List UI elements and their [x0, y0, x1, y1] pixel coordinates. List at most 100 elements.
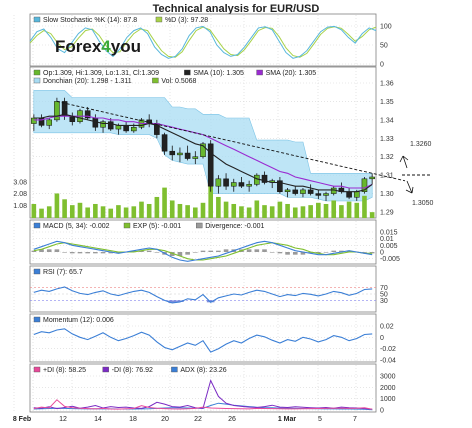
volume-tick: 1.08 [13, 203, 27, 210]
candle-body [31, 117, 37, 124]
macd-tick: 0.005 [380, 243, 398, 250]
volume-bar [116, 205, 121, 218]
sma10-line [33, 113, 373, 193]
volume-bar [39, 208, 44, 218]
candle-body [277, 180, 283, 192]
volume-bar [46, 206, 52, 218]
macd-tick: -0.005 [380, 256, 400, 263]
adx-panel [29, 363, 377, 413]
volume-bar [100, 206, 106, 218]
volume-bar [362, 195, 367, 218]
candle-body [192, 156, 199, 159]
legend-entry: +DI (8): 58.25 [43, 367, 86, 374]
volume-bar [223, 201, 229, 218]
divergence-bar [62, 252, 67, 253]
date-label: 12 [59, 416, 67, 423]
date-label: 8 Feb [13, 416, 31, 423]
divergence-bar [54, 249, 60, 252]
divergence-bar [223, 249, 229, 252]
divergence-bar [169, 252, 175, 256]
legend-swatch [171, 366, 178, 373]
legend-swatch [123, 222, 131, 229]
legend-entry: Op:1.309, Hi:1.309, Lo:1.31, Cl:1.309 [43, 70, 159, 77]
date-label: 1 Mar [278, 416, 297, 423]
divergence-bar [46, 249, 52, 252]
volume-bar [85, 207, 90, 218]
divergence-bar [100, 252, 106, 254]
price-tick: 1.29 [380, 210, 394, 217]
legend-swatch [184, 69, 191, 76]
stoch-k-line [29, 25, 377, 59]
date-label: 20 [161, 416, 169, 423]
divergence-bar [39, 249, 44, 252]
chart-title: Technical analysis for EUR/USD [152, 3, 320, 15]
date-label: 5 [318, 416, 322, 423]
volume-tick: 2.08 [13, 191, 27, 198]
candle-body [323, 193, 329, 196]
adx-tick: 2000 [380, 385, 396, 392]
candle-body [230, 182, 237, 187]
volume-bar [146, 203, 152, 218]
rsi-line [33, 286, 373, 304]
volume-bar [169, 200, 175, 218]
divergence-bar [216, 250, 221, 252]
candle-body [177, 152, 183, 156]
candle-body [215, 178, 222, 187]
volume-bar [216, 196, 221, 218]
candle-body [184, 152, 191, 159]
rsi-tick: 50 [380, 292, 388, 299]
momentum-tick: 0 [380, 335, 384, 342]
legend-swatch [102, 366, 109, 373]
volume-bar [246, 207, 252, 218]
divergence-bar [177, 252, 183, 256]
volume-bar [231, 203, 237, 218]
legend-swatch [33, 77, 41, 84]
volume-bar [254, 200, 260, 218]
candle-body [300, 189, 306, 194]
momentum-tick: -0.02 [380, 346, 396, 353]
divergence-bar [200, 250, 206, 252]
volume-bar [69, 205, 75, 218]
volume-bar [292, 207, 298, 218]
macd-tick: 0 [380, 250, 384, 257]
candle-body [353, 191, 360, 198]
sma20-line [33, 115, 373, 189]
candle-body [200, 143, 206, 157]
volume-bar [193, 207, 198, 218]
momentum-line [33, 328, 373, 353]
candle-body [246, 184, 252, 187]
candle-body [123, 125, 129, 132]
candle-body [361, 178, 368, 192]
legend-entry: MACD (5, 34): -0.002 [43, 223, 110, 230]
candle-body [238, 182, 245, 187]
divergence-bar [131, 250, 137, 252]
legend-entry: -DI (8): 76.92 [112, 367, 153, 374]
divergence-bar [300, 252, 306, 255]
divergence-bar [316, 252, 321, 254]
price-tick: 1.32 [380, 154, 394, 161]
legend-entry: RSI (7): 65.7 [43, 269, 83, 276]
price-tick: 1.34 [380, 117, 394, 124]
volume-bar [93, 203, 98, 218]
candle-body [284, 189, 291, 192]
divergence-bar [308, 252, 313, 254]
plus-di-line [33, 399, 373, 410]
momentum-panel [29, 313, 377, 363]
candle-body [292, 189, 299, 194]
rsi-panel [29, 265, 377, 313]
candle-body [84, 110, 91, 119]
divergence-bar [292, 252, 298, 255]
legend-swatch [33, 16, 41, 23]
volume-bar [131, 206, 137, 218]
divergence-bar [269, 252, 275, 253]
legend-swatch [196, 222, 203, 229]
macd-tick: 0.015 [380, 230, 398, 237]
candle-body [169, 150, 176, 156]
date-label: 14 [94, 416, 102, 423]
candle-body [46, 119, 53, 126]
forex4you-logo: Forex4you [55, 37, 141, 56]
legend-entry: Vol: 0.5068 [161, 78, 196, 85]
stoch-d-line [29, 26, 377, 58]
volume-bar [346, 201, 352, 218]
rsi-oversold-fill [168, 300, 177, 303]
